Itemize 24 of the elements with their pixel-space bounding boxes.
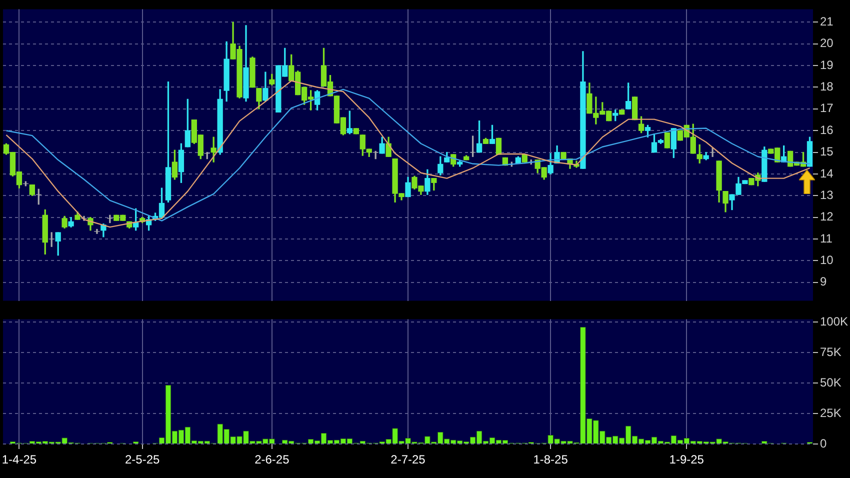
y-tick-label: 14: [820, 166, 834, 180]
y-tick-label: 18: [820, 80, 834, 94]
y-tick-label: 0: [820, 436, 827, 450]
y-tick-label: 12: [820, 210, 834, 224]
x-tick-label: 2-7-25: [390, 452, 426, 467]
y-tick-label: 13: [820, 188, 834, 202]
y-tick-label: 10: [820, 253, 834, 268]
y-tick-label: 11: [820, 231, 833, 246]
y-tick-label: 75K: [820, 344, 842, 359]
y-tick-label: 15: [820, 144, 834, 159]
y-tick-label: 100K: [820, 314, 848, 329]
y-tick-label: 19: [820, 58, 834, 72]
y-tick-label: 16: [820, 122, 834, 137]
x-tick-label: 1-8-25: [533, 452, 568, 467]
y-tick-label: 50K: [820, 375, 842, 390]
x-tick-label: 2-6-25: [254, 452, 290, 467]
y-tick-label: 17: [820, 101, 834, 116]
y-tick-label: 9: [820, 274, 827, 289]
x-tick-label: 2-5-25: [124, 452, 160, 467]
y-tick-label: 25K: [820, 406, 842, 420]
y-tick-label: 20: [820, 36, 834, 50]
y-tick-label: 21: [820, 14, 834, 29]
x-tick-label: 1-9-25: [669, 452, 704, 467]
x-tick-label: 1-4-25: [2, 452, 37, 467]
